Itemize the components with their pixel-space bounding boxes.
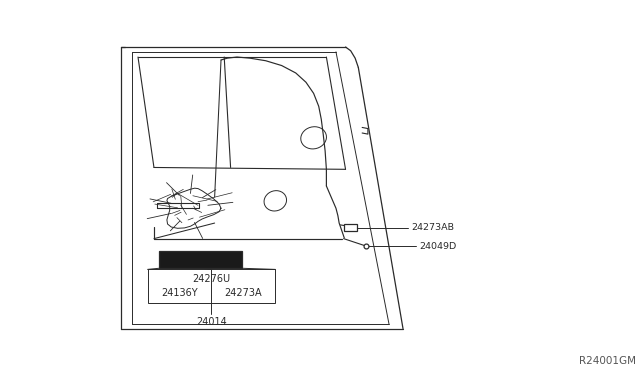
Text: R24001GM: R24001GM [579,356,636,366]
Bar [344,224,357,231]
Text: 24136Y: 24136Y [161,288,198,298]
Text: 24049D: 24049D [419,241,456,250]
Text: 24014: 24014 [196,317,227,327]
Bar [159,251,242,268]
Text: 24273A: 24273A [225,288,262,298]
Text: 24276U: 24276U [193,275,230,284]
Bar [148,269,275,303]
Text: 24273AB: 24273AB [412,223,454,232]
